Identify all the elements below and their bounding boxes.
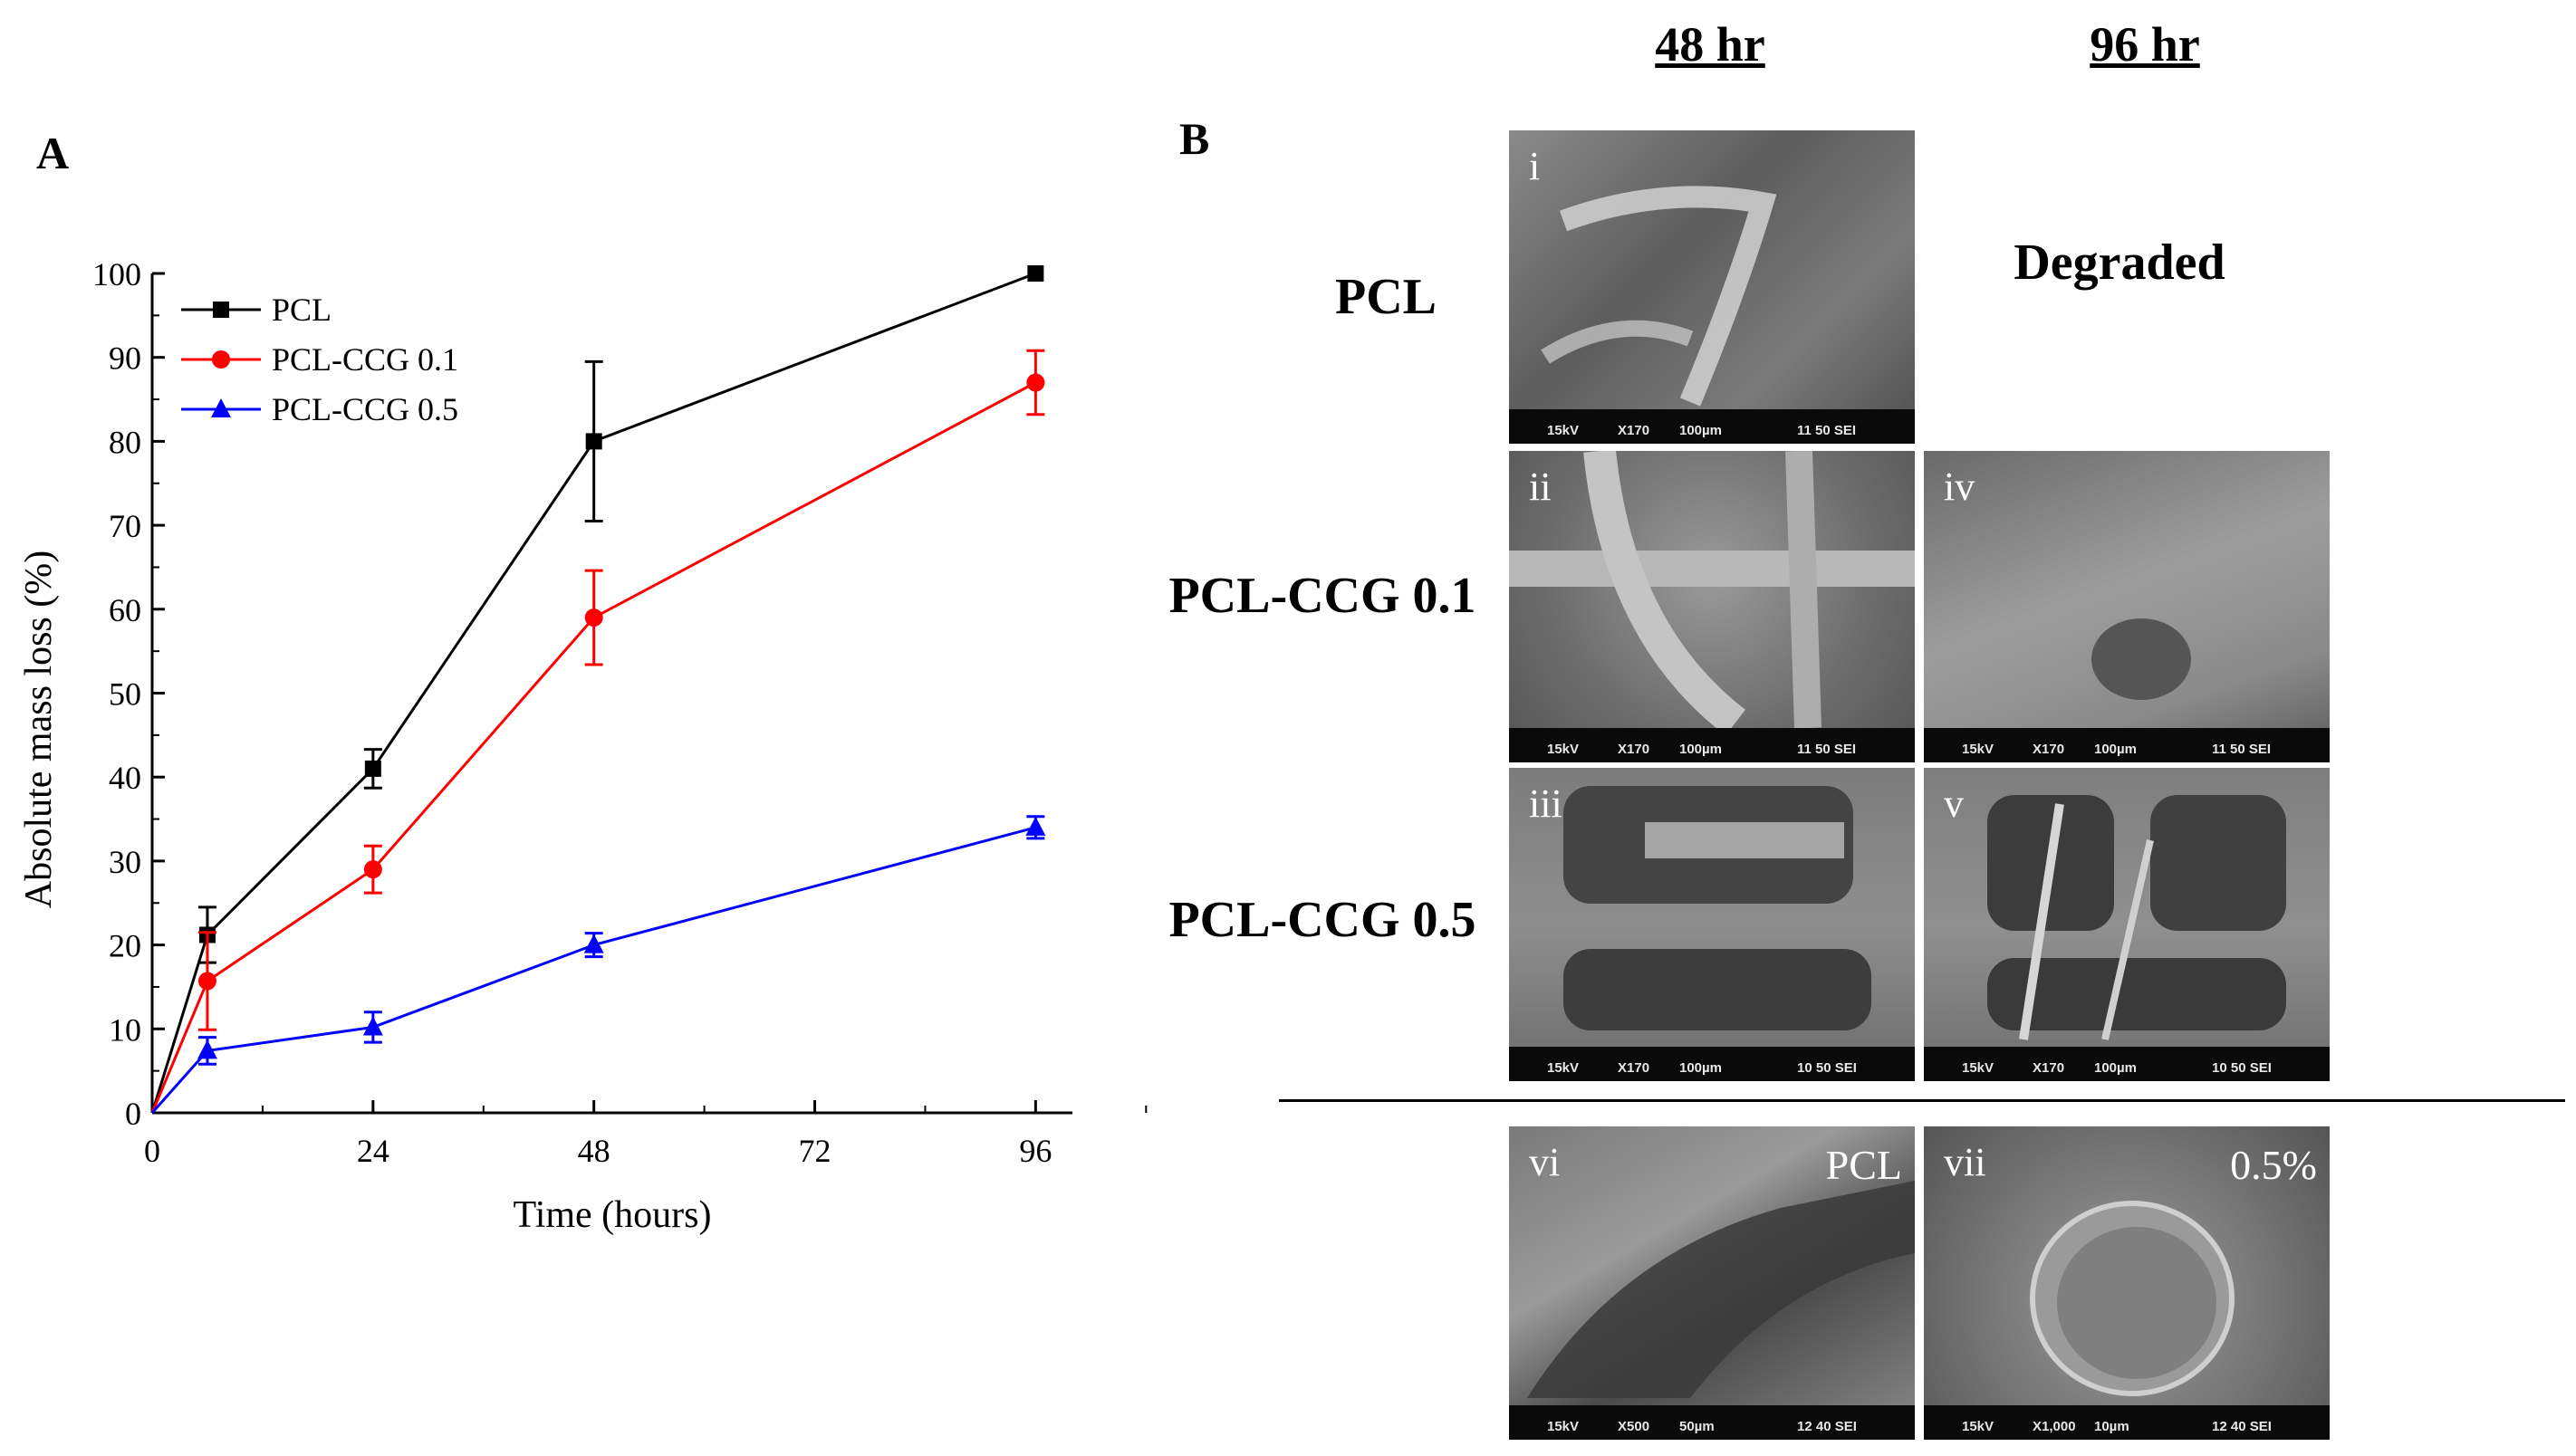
y-tick-label: 20 xyxy=(109,928,141,964)
data-point xyxy=(584,608,603,627)
data-point xyxy=(585,433,602,450)
y-tick-label: 40 xyxy=(109,760,141,796)
scaffold-strut-shape xyxy=(1541,186,1777,407)
panel-a-label: A xyxy=(36,128,70,178)
sem-info-bar: 15kV X170 100µm 11 50 SEI xyxy=(1509,409,1915,444)
legend-label: PCL-CCG 0.1 xyxy=(272,341,458,378)
image-label: ii xyxy=(1529,465,1552,509)
sem-image-i: i 15kV X170 100µm 11 50 SEI xyxy=(1509,130,1915,444)
data-point xyxy=(364,760,381,777)
y-tick-label: 0 xyxy=(125,1096,141,1132)
x-tick-label: 0 xyxy=(144,1133,160,1169)
image-label: vii xyxy=(1944,1140,1986,1184)
data-point xyxy=(363,860,382,879)
y-tick-label: 50 xyxy=(109,676,141,713)
data-point xyxy=(1027,265,1044,282)
image-label: vi xyxy=(1529,1140,1561,1184)
legend-label: PCL-CCG 0.5 xyxy=(272,391,458,427)
x-tick-label: 72 xyxy=(799,1133,831,1169)
col-header-96hr: 96 hr xyxy=(2090,17,2200,72)
sem-image-iii: iii 15kV X170 100µm 10 50 SEI xyxy=(1509,768,1915,1081)
col-header-48hr: 48 hr xyxy=(1655,17,1765,72)
row-label-pcl-ccg-0-5: PCL-CCG 0.5 xyxy=(1168,892,1476,948)
y-tick-label: 60 xyxy=(109,592,141,628)
y-tick-label: 30 xyxy=(109,844,141,880)
x-tick-label: 48 xyxy=(578,1133,610,1169)
row-label-pcl-ccg-0-1: PCL-CCG 0.1 xyxy=(1168,568,1476,624)
y-tick-label: 80 xyxy=(109,424,141,460)
data-point xyxy=(362,1016,383,1036)
scaffold-strut-shape xyxy=(1563,786,1871,1030)
fiber-cross-section-shape xyxy=(2030,1201,2235,1396)
sem-info-bar: 15kV X500 50µm 12 40 SEI xyxy=(1509,1405,1915,1440)
fracture-surface-shape xyxy=(1527,1181,1915,1398)
data-point xyxy=(1025,816,1046,836)
row-label-pcl: PCL xyxy=(1335,269,1437,325)
scaffold-strut-shape xyxy=(1509,451,1915,728)
image-label: v xyxy=(1944,781,1964,826)
x-tick-label: 24 xyxy=(357,1133,389,1169)
scaffold-strut-shape xyxy=(1987,795,2286,1040)
sem-image-vii: vii 0.5% 15kV X1,000 10µm 12 40 SEI xyxy=(1924,1126,2330,1440)
panel-b-label: B xyxy=(1179,113,1210,164)
y-tick-label: 90 xyxy=(109,340,141,377)
legend-label: PCL xyxy=(272,292,332,328)
y-tick-label: 100 xyxy=(92,256,141,292)
series-line-2 xyxy=(150,826,1036,1114)
panel-divider-line xyxy=(1279,1099,2565,1102)
degraded-label: Degraded xyxy=(2014,235,2225,291)
sem-info-bar: 15kV X170 100µm 10 50 SEI xyxy=(1509,1047,1915,1081)
sem-image-vi: vi PCL 15kV X500 50µm 12 40 SEI xyxy=(1509,1126,1915,1440)
scaffold-strut-shape xyxy=(2091,618,2191,700)
data-point xyxy=(197,972,216,991)
sem-info-bar: 15kV X170 100µm 11 50 SEI xyxy=(1509,728,1915,762)
image-corner-label: PCL xyxy=(1825,1142,1902,1188)
legend-marker xyxy=(211,398,231,417)
x-axis-label: Time (hours) xyxy=(514,1194,712,1236)
data-point xyxy=(1026,373,1045,392)
image-label: i xyxy=(1529,144,1541,188)
mass-loss-chart: 0 10 20 30 40 50 60 70 80 90 100 0 24 48 72 96 Time (hou… xyxy=(18,256,1148,1236)
sem-image-iv: iv 15kV X170 100µm 11 50 SEI xyxy=(1924,451,2330,762)
y-tick-label: 10 xyxy=(109,1011,141,1048)
y-axis-label: Absolute mass loss (%) xyxy=(18,551,60,908)
sem-info-bar: 15kV X1,000 10µm 12 40 SEI xyxy=(1924,1405,2330,1440)
sem-image-ii: ii 15kV X170 100µm 11 50 SEI xyxy=(1509,451,1915,762)
legend-marker xyxy=(213,302,229,318)
image-label: iii xyxy=(1529,781,1562,826)
data-point xyxy=(583,934,604,953)
data-point xyxy=(197,1039,217,1059)
legend-marker xyxy=(212,350,230,369)
image-label: iv xyxy=(1944,465,1975,509)
x-tick-label: 96 xyxy=(1019,1133,1052,1169)
sem-info-bar: 15kV X170 100µm 10 50 SEI xyxy=(1924,1047,2330,1081)
image-corner-label: 0.5% xyxy=(2230,1142,2317,1188)
sem-image-v: v 15kV X170 100µm 10 50 SEI xyxy=(1924,768,2330,1081)
sem-info-bar: 15kV X170 100µm 11 50 SEI xyxy=(1924,728,2330,762)
y-tick-label: 70 xyxy=(109,508,141,544)
